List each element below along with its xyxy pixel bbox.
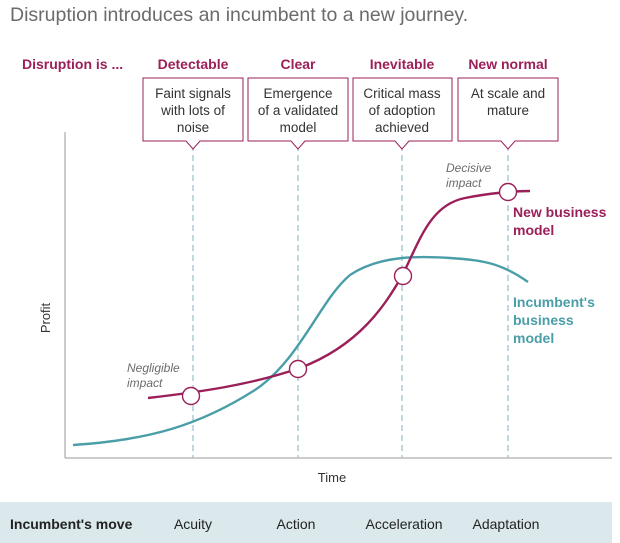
series-label-new: model	[513, 222, 554, 238]
callout-box-detectable: Faint signals with lots of noise	[142, 77, 244, 150]
marker	[288, 359, 308, 379]
callout-text: mature	[487, 103, 529, 118]
page-title: Disruption introduces an incumbent to a …	[10, 4, 469, 26]
callout-text: noise	[177, 120, 209, 135]
callout-text: of a validated	[258, 103, 338, 118]
marker	[393, 266, 413, 286]
callout-box-clear: Emergence of a validated model	[247, 77, 349, 150]
callout-box-inevitable: Critical mass of adoption achieved	[352, 77, 453, 150]
stage-name: Detectable	[158, 56, 229, 72]
annotation-decisive: Decisive	[446, 161, 492, 175]
annotation-decisive: impact	[446, 176, 482, 190]
callout-text: model	[280, 120, 317, 135]
move-acuity: Acuity	[173, 516, 213, 532]
move-acceleration: Acceleration	[365, 516, 443, 532]
annotation-negligible: Negligible	[127, 361, 180, 375]
stage-name: Inevitable	[370, 56, 435, 72]
header-label: Disruption is ...	[22, 56, 123, 72]
move-action: Action	[276, 516, 316, 532]
series-label-incumbent: Incumbent's	[513, 294, 595, 310]
stage-name: Clear	[280, 56, 316, 72]
series-label-incumbent: model	[513, 330, 554, 346]
incumbent-curve	[72, 255, 529, 447]
marker-negligible	[181, 386, 201, 406]
annotation-negligible: impact	[127, 376, 163, 390]
move-adaptation: Adaptation	[472, 516, 540, 532]
incumbent-moves-band: Incumbent's move Acuity Action Accelerat…	[0, 502, 612, 543]
moves-title: Incumbent's move	[10, 516, 133, 532]
new-business-curve	[147, 189, 531, 400]
series-label-new: New business	[513, 204, 607, 220]
y-axis-label: Profit	[38, 302, 53, 333]
callout-text: Emergence	[263, 86, 332, 101]
series-label-incumbent: business	[513, 312, 574, 328]
callout-text: Critical mass	[363, 86, 441, 101]
x-axis-label: Time	[318, 470, 346, 485]
callout-text: At scale and	[471, 86, 545, 101]
callout-text: of adoption	[369, 103, 436, 118]
callout-text: achieved	[375, 120, 429, 135]
disruption-diagram: Disruption is ... Detectable Clear Inevi…	[22, 56, 612, 485]
callout-text: Faint signals	[155, 86, 231, 101]
callout-box-new-normal: At scale and mature	[457, 77, 559, 150]
stage-name: New normal	[468, 56, 547, 72]
marker-decisive	[498, 182, 518, 202]
callout-text: with lots of	[160, 103, 225, 118]
